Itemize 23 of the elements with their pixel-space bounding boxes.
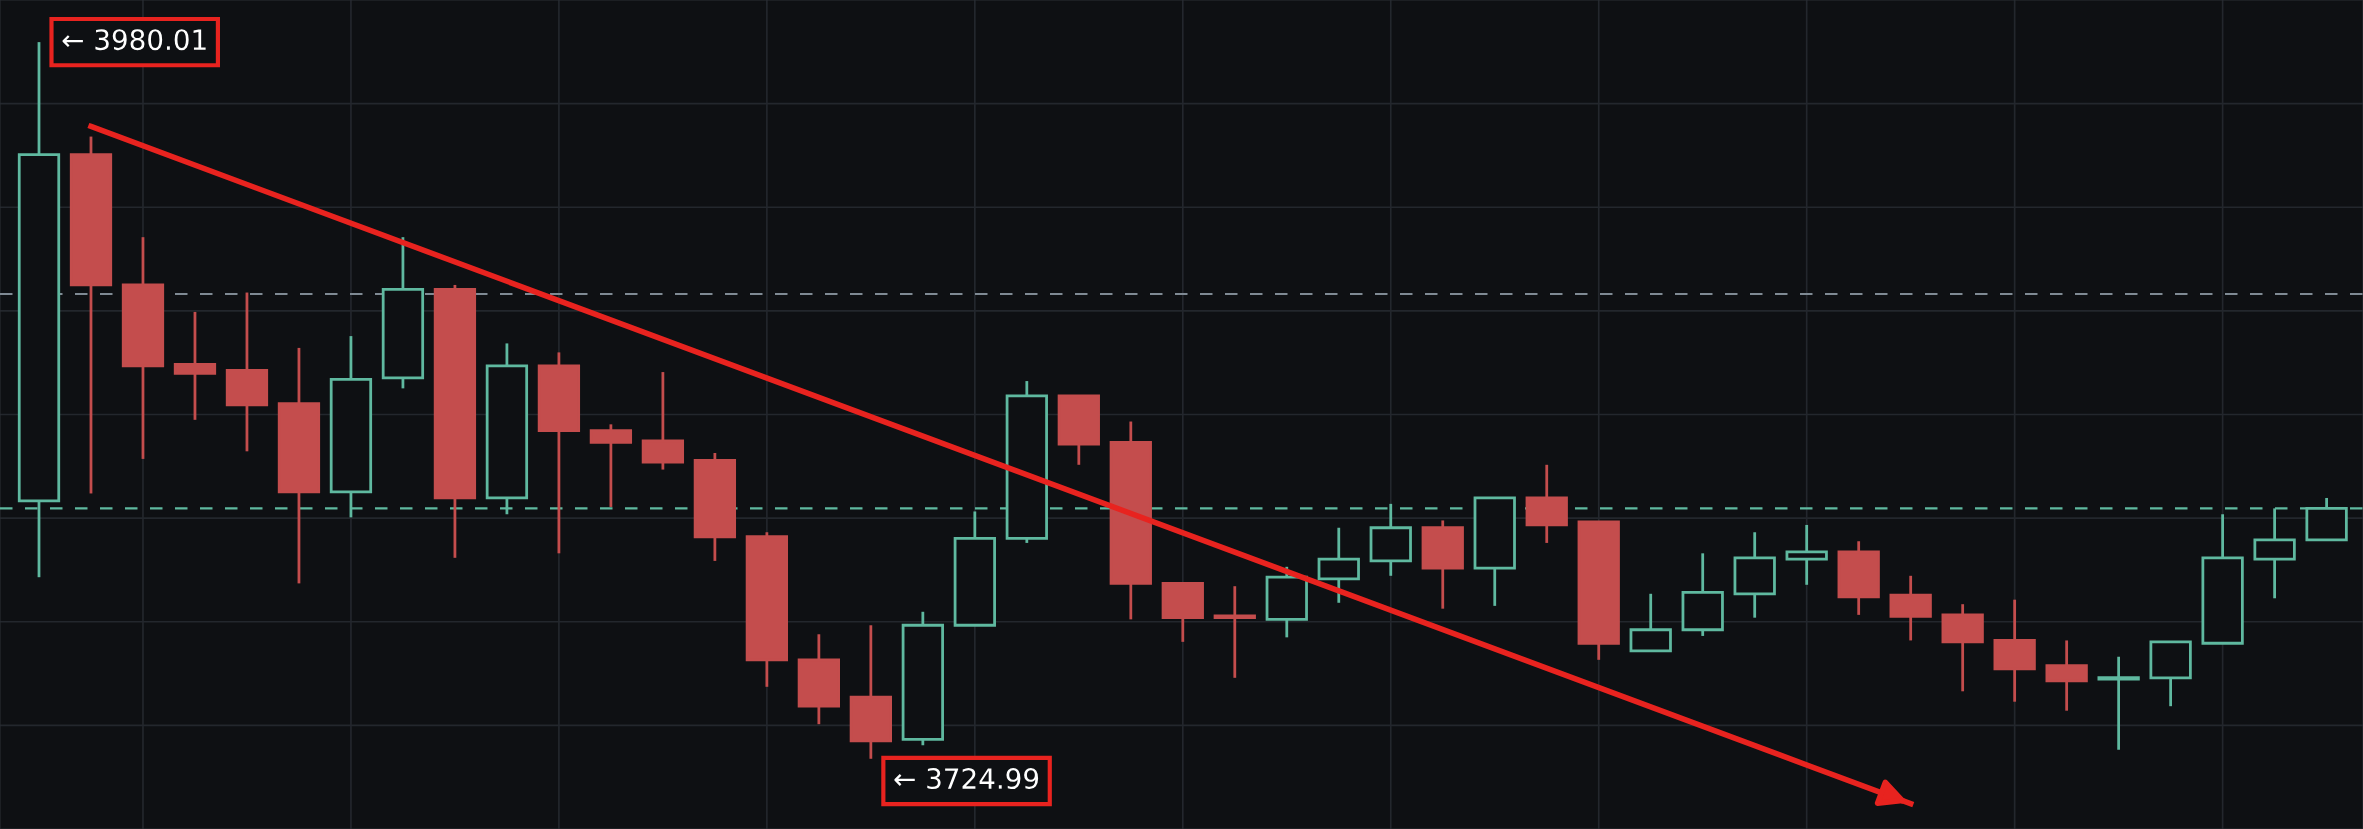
candlestick (1941, 602, 1984, 693)
candlestick (641, 370, 685, 471)
candlestick (693, 451, 737, 563)
candlestick (1421, 519, 1464, 611)
candlestick (1837, 539, 1880, 617)
candlestick (1317, 526, 1360, 605)
candlestick (849, 623, 892, 761)
candlestick (1525, 463, 1568, 545)
annotation: ← 3724.99 (894, 768, 1039, 790)
candlestick (1733, 530, 1776, 620)
candlestick (1109, 420, 1152, 621)
candlestick (2097, 655, 2140, 752)
candlestick (173, 310, 217, 422)
candlestick (277, 346, 321, 585)
annotation: ← 3980.01 (62, 29, 206, 51)
candlestick (2045, 639, 2088, 713)
candlestick (797, 632, 841, 726)
candlestick (1213, 584, 1256, 680)
candlestick (1889, 574, 1932, 642)
candlestick (121, 235, 165, 461)
candlestick (225, 291, 269, 453)
candlestick (1785, 523, 1828, 587)
candlestick (1993, 598, 2036, 704)
